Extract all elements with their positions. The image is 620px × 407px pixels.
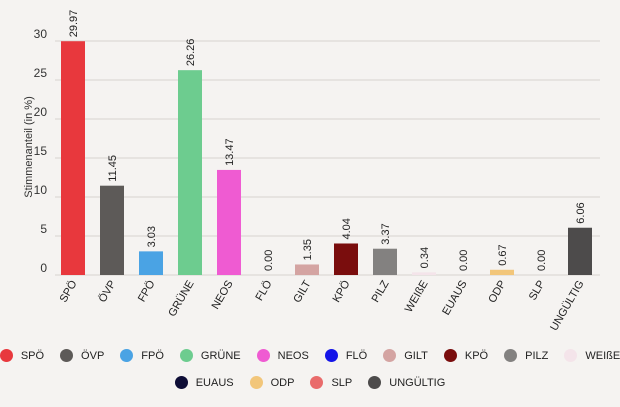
value-label: 0.00 (536, 250, 548, 271)
legend-swatch (120, 349, 134, 362)
bar (139, 251, 163, 275)
value-label: 4.04 (341, 218, 353, 239)
y-tick-label: 20 (34, 105, 48, 119)
legend-swatch (60, 349, 74, 362)
legend-item: ÖVP (60, 349, 104, 362)
bar (178, 70, 202, 275)
legend-label: EUAUS (195, 376, 234, 389)
x-tick-label: FPÖ (136, 278, 158, 304)
legend-label: PILZ (525, 349, 549, 362)
legend-swatch (443, 349, 457, 362)
y-axis-label: Stimmenanteil (in %) (23, 96, 35, 197)
x-tick-label: ÖVP (97, 279, 119, 305)
bar (334, 243, 358, 275)
bar (568, 227, 592, 275)
x-tick-label: GRÜNE (166, 279, 196, 319)
legend-item: GILT (383, 349, 428, 362)
legend-item: KPÖ (443, 349, 489, 362)
value-label: 3.03 (146, 226, 158, 247)
legend-label: GILT (404, 349, 428, 362)
legend-item: SPÖ (0, 349, 44, 362)
legend-label: ÖVP (81, 349, 105, 362)
legend-item: PILZ (504, 349, 548, 362)
y-axis-ticks: 0 5 10 15 20 25 30 (34, 27, 48, 275)
x-tick-label: WEIßE (403, 279, 431, 315)
legend-row-1: SPÖ ÖVP FPÖ GRÜNE NEOS FLÖ GILT KPÖ PILZ WEIßE (0, 349, 620, 362)
value-label: 26.26 (185, 39, 197, 67)
legend-item: SLP (310, 376, 352, 389)
legend-label: SLP (331, 376, 353, 389)
legend-label: GRÜNE (200, 349, 241, 362)
legend-swatch (368, 376, 382, 389)
bar (217, 169, 241, 275)
legend-label: KPÖ (464, 349, 489, 362)
legend-item: ODP (249, 376, 295, 389)
x-axis-ticks: SPÖ ÖVP FPÖ GRÜNE NEOS FLÖ GILT KPÖ PILZ WEIßE EUA… (58, 278, 587, 333)
bar (490, 269, 514, 275)
legend-swatch (564, 349, 578, 362)
legend-swatch (324, 349, 338, 362)
y-tick-label: 25 (34, 66, 48, 80)
bar (61, 41, 85, 275)
value-label: 0.67 (497, 244, 509, 265)
bar (100, 185, 124, 275)
legend-swatch (310, 376, 324, 389)
legend-item: GRÜNE (179, 349, 241, 362)
x-tick-label: ODP (486, 279, 508, 306)
legend-item: FLÖ (324, 349, 368, 362)
legend-item: FPÖ (120, 349, 164, 362)
legend-swatch (256, 349, 270, 362)
grid-lines (55, 40, 600, 276)
x-tick-label: GILT (291, 278, 313, 305)
value-label: 13.47 (224, 138, 236, 166)
value-label: 0.34 (419, 247, 431, 268)
bar (295, 264, 319, 275)
y-tick-label: 30 (34, 27, 48, 41)
legend-swatch (383, 349, 397, 362)
y-tick-label: 0 (40, 261, 47, 275)
legend-label: FPÖ (141, 349, 164, 362)
x-tick-label: KPÖ (331, 278, 353, 305)
bars (61, 41, 592, 275)
legend-swatch (249, 376, 263, 389)
bar (373, 248, 397, 275)
y-tick-label: 5 (40, 222, 47, 236)
legend-label: WEIßE (585, 349, 620, 362)
legend-swatch (174, 376, 188, 389)
legend-swatch (0, 349, 13, 362)
legend-item: NEOS (256, 349, 309, 362)
legend-item: WEIßE (564, 349, 620, 362)
x-tick-label: SPÖ (58, 278, 80, 305)
x-tick-label: EUAUS (440, 279, 469, 318)
legend-swatch (179, 349, 193, 362)
legend-label: FLÖ (345, 349, 368, 362)
value-labels: 29.97 11.45 3.03 26.26 13.47 0.00 1.35 4.04 3.37… (68, 10, 587, 271)
value-label: 6.06 (575, 202, 587, 223)
legend-swatch (504, 349, 518, 362)
bar (412, 272, 436, 275)
value-label: 1.35 (302, 239, 314, 260)
x-tick-label: SLP (527, 279, 548, 303)
legend-label: ODP (270, 376, 295, 389)
x-tick-label: FLÖ (254, 278, 275, 303)
value-label: 0.00 (458, 250, 470, 271)
x-tick-label: PILZ (370, 278, 392, 304)
y-tick-label: 15 (34, 144, 48, 158)
value-label: 3.37 (380, 223, 392, 244)
legend-row-2: EUAUS ODP SLP UNGÜLTIG (0, 376, 620, 389)
value-label: 11.45 (107, 155, 119, 182)
y-tick-label: 10 (34, 183, 48, 197)
legend-item: UNGÜLTIG (368, 376, 445, 389)
legend-label: NEOS (277, 349, 309, 362)
x-tick-label: UNGÜLTIG (548, 279, 586, 334)
legend-label: SPÖ (20, 349, 45, 362)
legend-item: EUAUS (174, 376, 234, 389)
value-label: 29.97 (68, 10, 80, 38)
legend-label: UNGÜLTIG (389, 376, 446, 389)
value-label: 0.00 (263, 250, 275, 271)
x-tick-label: NEOS (210, 279, 236, 312)
